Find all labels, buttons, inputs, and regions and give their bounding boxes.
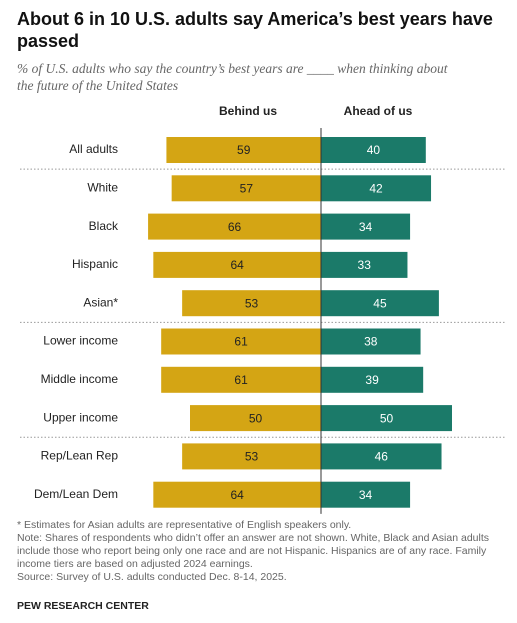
chart: Behind us Ahead of us All adults 59 40 White 5… [20, 104, 505, 514]
value-label: 46 [375, 450, 389, 464]
value-label: 50 [249, 411, 263, 425]
bar [161, 328, 321, 355]
value-label: 61 [234, 373, 248, 387]
bar [321, 175, 432, 202]
note: Note: Shares of respondents who didn’t o… [17, 532, 489, 570]
category-label: Lower income [43, 334, 118, 348]
value-label: 53 [245, 296, 259, 310]
category-label: Hispanic [72, 257, 118, 271]
bar [182, 443, 321, 470]
bar [190, 405, 321, 432]
value-label: 64 [230, 258, 244, 272]
note: Source: Survey of U.S. adults conducted … [17, 571, 287, 583]
bar [321, 213, 411, 240]
bar [321, 290, 439, 317]
value-label: 50 [380, 411, 394, 425]
value-label: 61 [234, 335, 248, 349]
category-label: Dem/Lean Dem [34, 487, 118, 501]
value-label: 38 [364, 335, 378, 349]
bar [321, 328, 421, 355]
value-label: 33 [358, 258, 372, 272]
chart-title: About 6 in 10 U.S. adults say America’s … [17, 9, 493, 51]
category-label: Asian* [83, 295, 118, 309]
bar [321, 481, 411, 508]
category-label: Black [89, 219, 119, 233]
chart-subtitle: % of U.S. adults who say the country’s b… [17, 61, 448, 93]
value-label: 66 [228, 220, 242, 234]
note: * Estimates for Asian adults are represe… [17, 519, 352, 531]
category-label: Middle income [41, 372, 119, 386]
notes: * Estimates for Asian adults are represe… [17, 519, 505, 584]
value-label: 64 [230, 488, 244, 502]
bar [161, 366, 321, 393]
category-label: Upper income [43, 410, 118, 424]
category-label: Rep/Lean Rep [41, 449, 119, 463]
bar [321, 443, 442, 470]
legend-label: Ahead of us [344, 104, 413, 118]
bar [182, 290, 321, 317]
legend-label: Behind us [219, 104, 277, 118]
value-label: 34 [359, 220, 373, 234]
bar [166, 137, 321, 163]
value-label: 42 [369, 181, 383, 195]
value-label: 57 [240, 181, 254, 195]
bar [321, 366, 424, 393]
bar [171, 175, 321, 202]
value-label: 34 [359, 488, 373, 502]
category-label: White [87, 180, 118, 194]
value-label: 45 [373, 296, 387, 310]
value-label: 59 [237, 143, 251, 157]
value-label: 53 [245, 450, 259, 464]
source-org: PEW RESEARCH CENTER [17, 600, 149, 612]
bar [321, 405, 452, 432]
value-label: 39 [365, 373, 379, 387]
bar [148, 213, 321, 240]
bar [321, 251, 408, 278]
bar [153, 251, 321, 278]
bar [321, 137, 426, 163]
bar [153, 481, 321, 508]
value-label: 40 [367, 143, 381, 157]
category-label: All adults [69, 142, 118, 156]
